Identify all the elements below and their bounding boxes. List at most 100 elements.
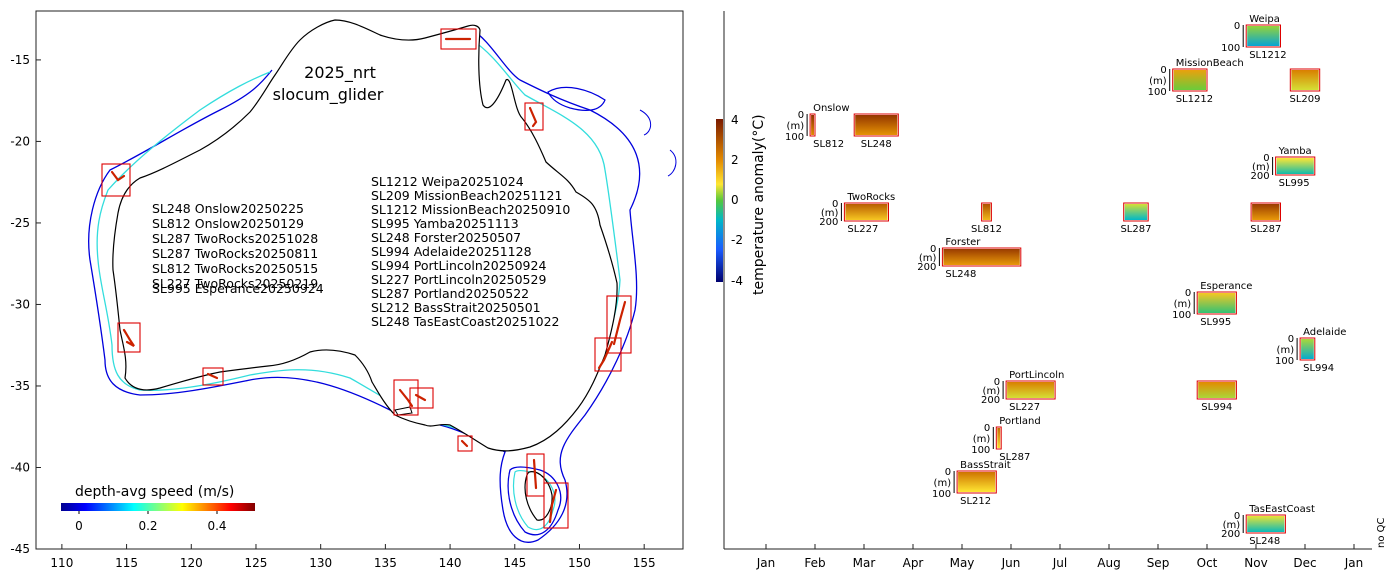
section-site-label: Weipa — [1249, 14, 1280, 25]
timeline-x-tick-label: Oct — [1197, 556, 1218, 570]
section-glider-label: SL994 — [1303, 363, 1334, 374]
section-glider-label: SL248 — [1249, 536, 1280, 547]
section-site-label: Adelaide — [1303, 327, 1346, 338]
section-glider-label: SL287 — [1120, 224, 1151, 235]
temperature-colorbar-gradient — [716, 119, 723, 282]
timeline-x-tick-label: Jan — [1344, 556, 1364, 570]
section-glider-label: SL227 — [1009, 402, 1040, 413]
section-depth-tick: (m) — [1174, 299, 1192, 310]
section-site-label: Esperance — [1200, 281, 1252, 292]
timeline-x-tick-label: Jun — [1001, 556, 1021, 570]
deployment-entry: SL994 PortLincoln20250924 — [371, 258, 546, 273]
section-depth-tick: (m) — [919, 253, 937, 264]
section-frame — [1289, 68, 1321, 92]
temperature-colorbar: 4 2 0 -2 -4 temperature anomaly(°C) — [716, 113, 767, 295]
section-field — [1124, 204, 1148, 220]
section-frame — [1172, 68, 1208, 92]
section-depth-tick: (m) — [973, 434, 991, 445]
speed-colorbar-tick: 0.2 — [138, 519, 157, 533]
map-x-tick-label: 125 — [245, 556, 268, 570]
section-panel-portland-sl287: SL287 Portland 0(m)100 — [971, 416, 1041, 463]
kangaroo-island — [394, 406, 413, 416]
section-glider-label: SL212 — [960, 496, 991, 507]
speed-colorbar-gradient — [61, 503, 255, 511]
section-frame — [981, 202, 992, 222]
deployment-entry: SL812 TwoRocks20250515 — [152, 261, 318, 276]
section-site-label: TwoRocks — [846, 192, 895, 203]
deployment-entry: SL994 Adelaide20251128 — [371, 244, 532, 259]
section-depth-tick: (m) — [983, 386, 1001, 397]
section-depth-tick: 0 — [1234, 511, 1240, 522]
section-depth-tick: 0 — [1288, 334, 1294, 345]
map-y-tick-label: -40 — [10, 460, 30, 474]
speed-colorbar-title: depth-avg speed (m/s) — [75, 484, 234, 500]
map-y-tick-label: -35 — [10, 379, 30, 393]
section-depth-tick: 0 — [945, 467, 951, 478]
section-depth-tick: 100 — [1275, 356, 1294, 367]
section-field — [1198, 293, 1236, 313]
deployment-entry: SL1212 Weipa20251024 — [371, 174, 524, 189]
section-panel-missionbeach-sl1212: SL1212 MissionBeach 0(m)100 — [1148, 58, 1244, 105]
section-glider-label: SL248 — [861, 139, 892, 150]
timeline-x-tick-label: Apr — [903, 556, 924, 570]
section-glider-label: SL227 — [847, 224, 878, 235]
track-portlincoln — [398, 388, 414, 408]
section-depth-tick: 200 — [819, 217, 838, 228]
region-box-portland — [457, 435, 473, 452]
track-yamba — [612, 300, 627, 346]
reef-outline-1 — [639, 109, 652, 136]
map-y-tick-label: -15 — [10, 53, 30, 67]
section-field — [1198, 382, 1236, 398]
track-tas-eastcoast — [548, 488, 558, 524]
map-x-tick-label: 150 — [568, 556, 591, 570]
section-frame — [1196, 291, 1237, 315]
track-bassstrait — [532, 458, 538, 490]
section-glider-label: SL287 — [999, 452, 1030, 463]
section-depth-tick: 200 — [981, 395, 1000, 406]
section-depth-tick: 100 — [1172, 310, 1191, 321]
region-box-forster — [594, 337, 622, 372]
section-glider-label: SL995 — [1279, 178, 1310, 189]
timeline-x-tick-label: Sep — [1147, 556, 1170, 570]
section-field — [845, 204, 888, 220]
region-box-bassstrait — [526, 453, 545, 497]
section-panel-yamba-sl995: SL995 Yamba 0(m)200 — [1251, 146, 1316, 189]
timeline-x-tick-label: May — [950, 556, 975, 570]
timeline-x-tick-label: Feb — [804, 556, 825, 570]
section-depth-tick: 100 — [971, 445, 990, 456]
track-portland — [460, 439, 469, 448]
section-site-label: PortLincoln — [1009, 370, 1064, 381]
section-depth-tick: 0 — [1160, 65, 1166, 76]
temperature-colorbar-tick: -4 — [731, 274, 743, 288]
map-y-tick-label: -25 — [10, 216, 30, 230]
deployment-entry: SL287 TwoRocks20250811 — [152, 246, 318, 261]
glider-tracks — [110, 37, 627, 524]
section-depth-tick: (m) — [1252, 162, 1270, 173]
section-field — [1173, 70, 1206, 90]
section-frame — [1005, 380, 1056, 400]
map-x-tick-label: 155 — [633, 556, 656, 570]
section-glider-label: SL1212 — [1176, 94, 1213, 105]
section-depth-tick: (m) — [1149, 76, 1167, 87]
deployment-list-left: SL248 Onslow20250225 SL812 Onslow2025012… — [152, 201, 324, 296]
section-depth-tick: (m) — [1223, 520, 1241, 531]
map-x-tick-label: 135 — [374, 556, 397, 570]
region-box-tas-eastcoast — [543, 482, 569, 529]
section-frame — [1275, 156, 1316, 176]
deployment-entry: SL287 Portland20250522 — [371, 286, 529, 301]
coastline-mainland — [112, 19, 618, 452]
section-field — [943, 249, 1020, 265]
section-frame — [1196, 380, 1237, 400]
track-adelaide — [414, 393, 427, 402]
section-site-label: Portland — [999, 416, 1040, 427]
deployment-entry-esperance: SL995 Esperance20250924 — [152, 281, 324, 296]
section-panel-bassstrait-sl212: SL212 BassStrait 0(m)100 — [932, 460, 1011, 507]
temperature-colorbar-tick: -2 — [731, 233, 743, 247]
section-glider-label: SL994 — [1201, 402, 1232, 413]
deployment-entry: SL812 Onslow20250129 — [152, 216, 304, 231]
timeline-x-tick-label: Jul — [1052, 556, 1067, 570]
timeline-x-tick-label: Jan — [756, 556, 776, 570]
map-y-tick-label: -30 — [10, 297, 30, 311]
section-depth-tick: (m) — [1277, 345, 1295, 356]
section-frame — [1245, 514, 1286, 534]
